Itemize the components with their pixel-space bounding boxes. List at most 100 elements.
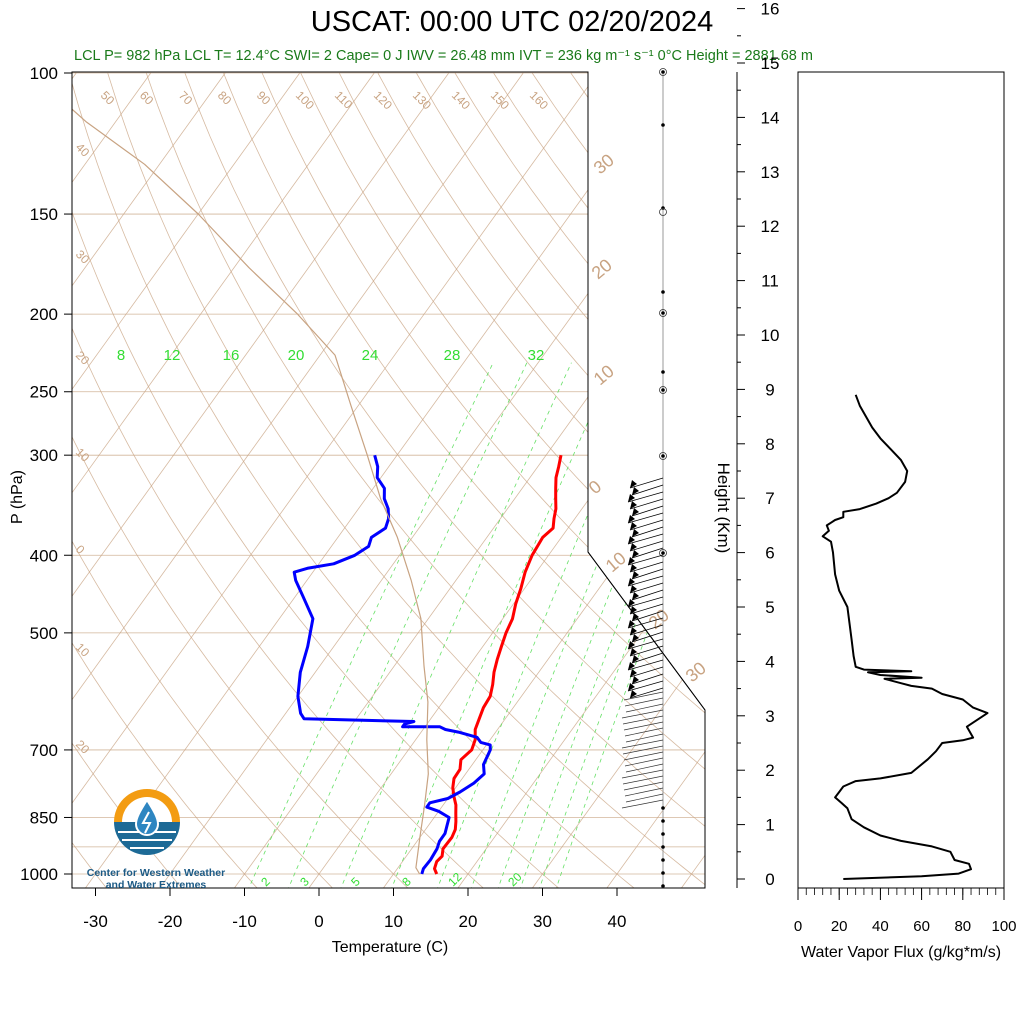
mixing-ratio-line bbox=[519, 362, 705, 888]
isotherm-label: 150 bbox=[488, 88, 512, 112]
logo-water-icon bbox=[114, 822, 180, 855]
height-tick-label: 16 bbox=[761, 0, 780, 19]
mixing-ratio-line bbox=[554, 362, 705, 888]
wind-barb bbox=[629, 624, 664, 636]
parcel-path bbox=[72, 72, 429, 875]
wind-level-dot bbox=[661, 806, 665, 810]
wind-pennant bbox=[630, 627, 637, 635]
wind-pennant bbox=[628, 683, 635, 691]
flux-line bbox=[821, 394, 989, 880]
wind-barb bbox=[624, 727, 664, 737]
wind-pennant bbox=[630, 648, 637, 656]
mixing-ratio-bottom-label: 8 bbox=[399, 874, 414, 889]
dry-adiabat-line bbox=[72, 72, 412, 888]
dry-adiabat-lines bbox=[72, 72, 705, 888]
dry-adiabat-line bbox=[493, 72, 705, 888]
mixing-ratio-bottom-label: 2 bbox=[258, 874, 273, 889]
dry-adiabat-line bbox=[184, 72, 705, 888]
wind-pennant bbox=[628, 515, 635, 523]
cw3e-logo bbox=[114, 789, 180, 855]
wind-barb bbox=[631, 652, 664, 664]
wind-pennant bbox=[628, 620, 635, 628]
wind-level-dot bbox=[661, 845, 665, 849]
wind-barb bbox=[624, 757, 664, 767]
pressure-tick-label: 200 bbox=[30, 305, 58, 324]
wind-pennant bbox=[628, 536, 635, 544]
height-axis-title: Height (Km) bbox=[714, 463, 733, 554]
wind-barb bbox=[627, 575, 664, 587]
adiabat-label: 20 bbox=[588, 255, 616, 283]
flux-tick-label: 80 bbox=[954, 918, 971, 935]
dry-adiabat-line bbox=[72, 72, 261, 888]
isotherm-line bbox=[72, 72, 301, 888]
isotherm-line bbox=[529, 72, 705, 888]
flux-plot-area bbox=[821, 394, 989, 880]
height-tick-label: 8 bbox=[765, 435, 774, 454]
wind-barb bbox=[627, 554, 664, 566]
isotherm-side-label: 10 bbox=[73, 445, 93, 465]
wind-barb bbox=[627, 659, 664, 671]
mixing-ratio-label: 16 bbox=[223, 347, 240, 364]
wind-barb bbox=[625, 733, 664, 743]
dry-adiabat-line bbox=[454, 72, 705, 888]
wind-barb bbox=[629, 582, 664, 594]
wind-pennant bbox=[630, 480, 637, 488]
flux-tick-label: 100 bbox=[991, 918, 1016, 935]
wind-panel-edge bbox=[587, 551, 706, 711]
skew-t-line-labels: 50 60 70 80 90 100 110 120 130 140 150 160403020100… bbox=[73, 88, 710, 889]
dry-adiabat-line bbox=[72, 72, 563, 888]
wind-barb bbox=[624, 697, 664, 707]
wind-pennant bbox=[632, 634, 639, 642]
wind-barb bbox=[631, 631, 664, 643]
mixing-ratio-line bbox=[247, 362, 494, 888]
wind-level-dot bbox=[661, 454, 665, 458]
isotherm-line bbox=[604, 72, 705, 888]
height-tick-label: 12 bbox=[761, 217, 780, 236]
mixing-ratio-lines bbox=[247, 362, 705, 888]
wind-pennant bbox=[630, 669, 637, 677]
isotherm-line bbox=[455, 72, 705, 888]
flux-tick-label: 20 bbox=[831, 918, 848, 935]
wind-barb bbox=[627, 512, 664, 524]
isotherm-label: 120 bbox=[371, 88, 395, 112]
mixing-ratio-line bbox=[390, 362, 615, 888]
dry-adiabat-line bbox=[570, 72, 705, 888]
dry-adiabat-line bbox=[261, 72, 705, 888]
isotherm-side-label: 20 bbox=[73, 737, 93, 757]
skew-t-frame bbox=[71, 71, 706, 889]
isotherm-line bbox=[72, 72, 524, 888]
height-tick-label: 5 bbox=[765, 598, 774, 617]
wind-level-dot bbox=[661, 858, 665, 862]
pressure-tick-label: 700 bbox=[30, 741, 58, 760]
wind-pennant bbox=[630, 522, 637, 530]
dry-adiabat-line bbox=[72, 72, 185, 888]
isotherm-label: 70 bbox=[176, 88, 196, 108]
wind-barb bbox=[625, 793, 664, 803]
mixing-ratio-line bbox=[436, 362, 654, 888]
calm-wind-circle bbox=[659, 386, 667, 394]
dry-adiabat-line bbox=[609, 72, 705, 888]
height-tick-label: 9 bbox=[765, 380, 774, 399]
wind-barb bbox=[625, 763, 664, 773]
wind-level-dot bbox=[661, 290, 665, 294]
isobar-lines bbox=[72, 72, 705, 875]
sounding-stats: LCL P= 982 hPa LCL T= 12.4°C SWI= 2 Cape… bbox=[74, 48, 813, 64]
wind-pennant bbox=[632, 529, 639, 537]
wind-barb bbox=[631, 547, 664, 559]
dry-adiabat-line bbox=[531, 72, 705, 888]
wind-barb bbox=[627, 491, 664, 503]
isotherm-label: 50 bbox=[98, 88, 118, 108]
wind-barb bbox=[622, 715, 664, 725]
wind-barb bbox=[629, 687, 664, 699]
wind-barb bbox=[631, 526, 664, 538]
height-tick-label: 0 bbox=[765, 870, 774, 889]
wind-barb bbox=[631, 568, 664, 580]
isotherm-line bbox=[82, 72, 673, 888]
wind-barb bbox=[631, 484, 664, 496]
wind-level-dot bbox=[661, 70, 665, 74]
wind-level-dot bbox=[661, 388, 665, 392]
wind-pennant bbox=[628, 662, 635, 670]
wind-pennant bbox=[632, 655, 639, 663]
wind-barb bbox=[629, 540, 664, 552]
